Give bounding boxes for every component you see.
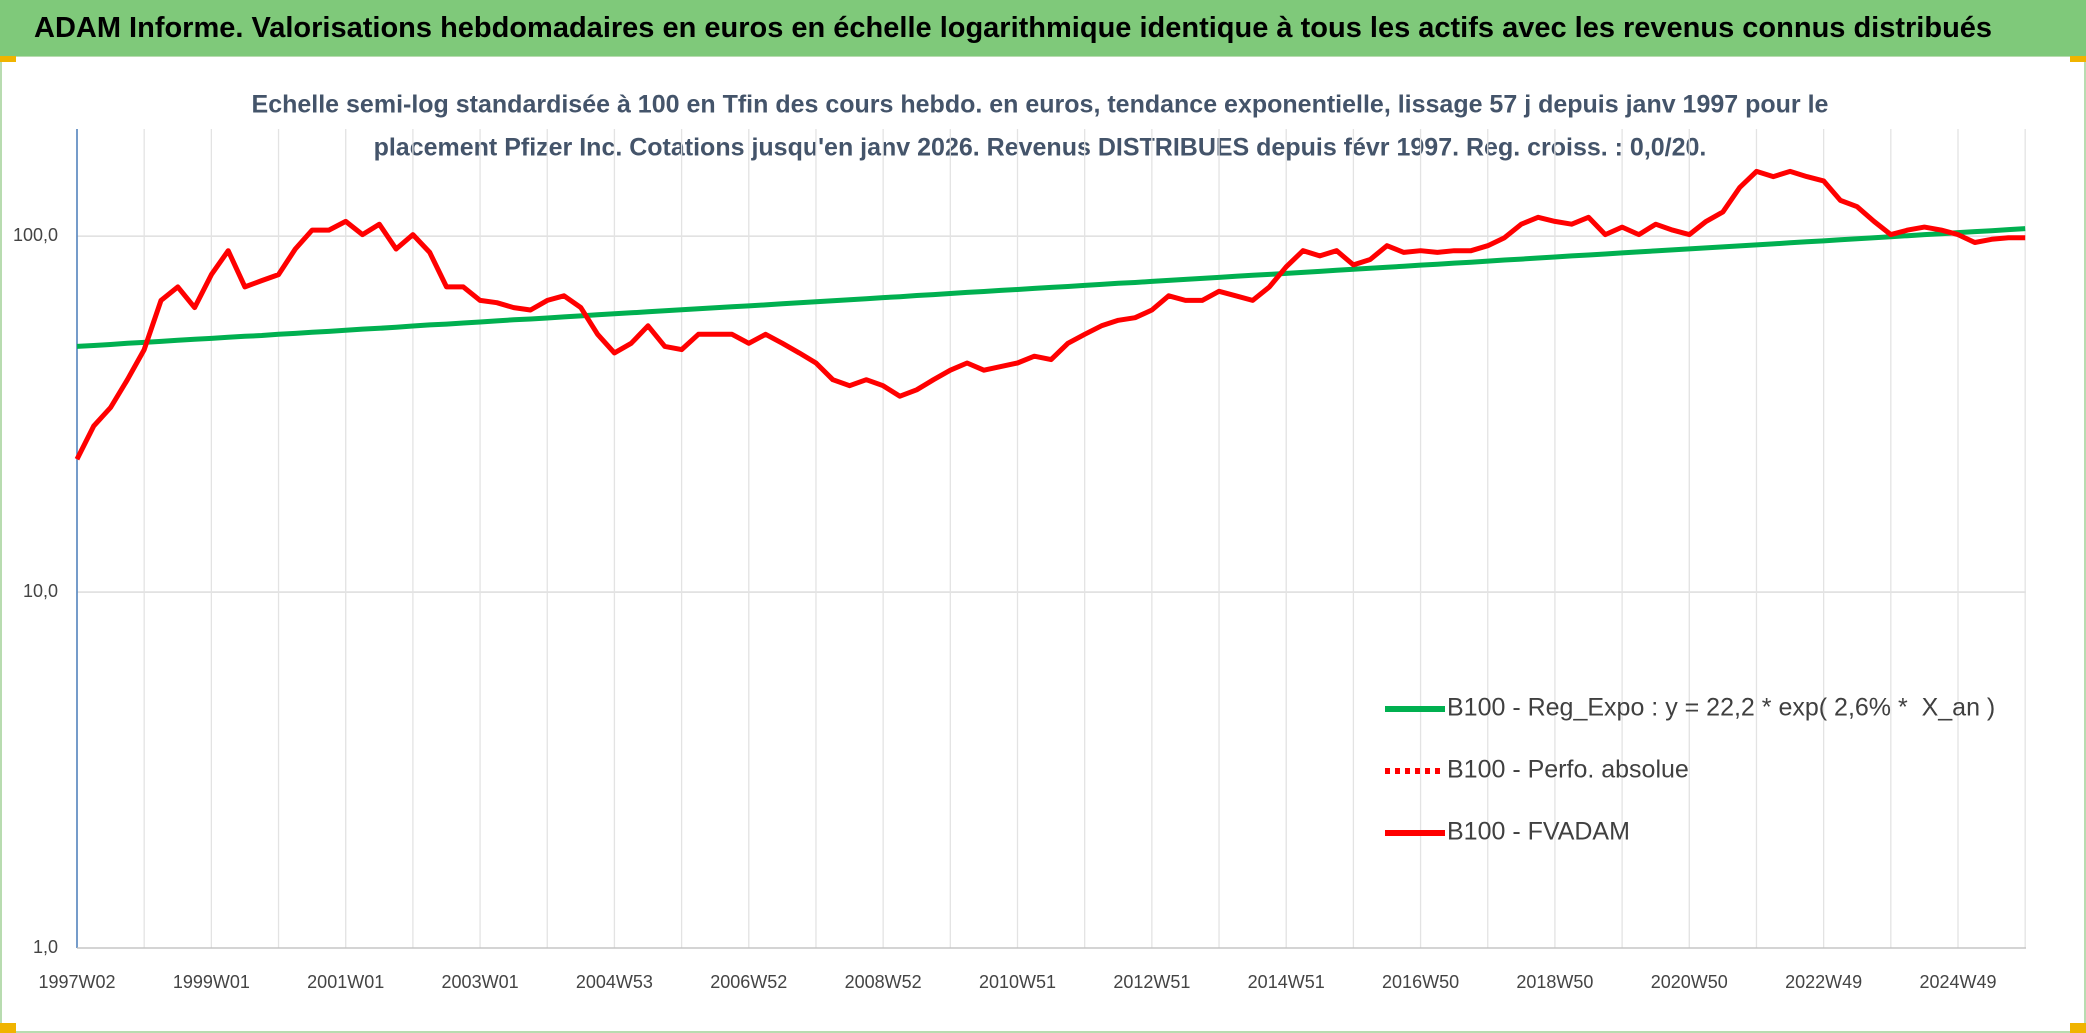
y-tick-label: 100,0 (13, 225, 58, 245)
x-tick-label: 2010W51 (979, 972, 1056, 992)
x-tick-label: 2003W01 (442, 972, 519, 992)
x-tick-label: 2016W50 (1382, 972, 1459, 992)
x-tick-label: 2014W51 (1248, 972, 1325, 992)
x-tick-label: 2020W50 (1651, 972, 1728, 992)
legend-label: B100 - FVADAM (1447, 818, 1630, 846)
y-tick-label: 10,0 (23, 581, 58, 601)
y-tick-label: 1,0 (33, 937, 58, 957)
x-tick-label: 1997W02 (38, 972, 115, 992)
series-line (76, 226, 2026, 349)
series-line (74, 168, 2026, 461)
corner (0, 1023, 16, 1033)
x-tick-label: 2024W49 (1919, 972, 1996, 992)
x-tick-label: 2006W52 (710, 972, 787, 992)
chart-title: Echelle semi-log standardisée à 100 en T… (252, 91, 1829, 119)
x-tick-label: 2018W50 (1516, 972, 1593, 992)
page-title: ADAM Informe. Valorisations hebdomadaire… (0, 0, 2086, 56)
x-tick-label: 1999W01 (173, 972, 250, 992)
chart-title: placement Pfizer Inc. Cotations jusqu'en… (374, 134, 1707, 162)
corner (2070, 52, 2086, 62)
x-tick-label: 2008W52 (845, 972, 922, 992)
corner (2070, 1023, 2086, 1033)
legend-label: B100 - Reg_Expo : y = 22,2 * exp( 2,6% *… (1447, 694, 1995, 722)
legend-label: B100 - Perfo. absolue (1447, 756, 1689, 784)
x-tick-label: 2001W01 (307, 972, 384, 992)
frame (0, 55, 2086, 1033)
corner (0, 52, 16, 62)
x-tick-label: 2022W49 (1785, 972, 1862, 992)
x-tick-label: 2012W51 (1113, 972, 1190, 992)
x-tick-label: 2004W53 (576, 972, 653, 992)
